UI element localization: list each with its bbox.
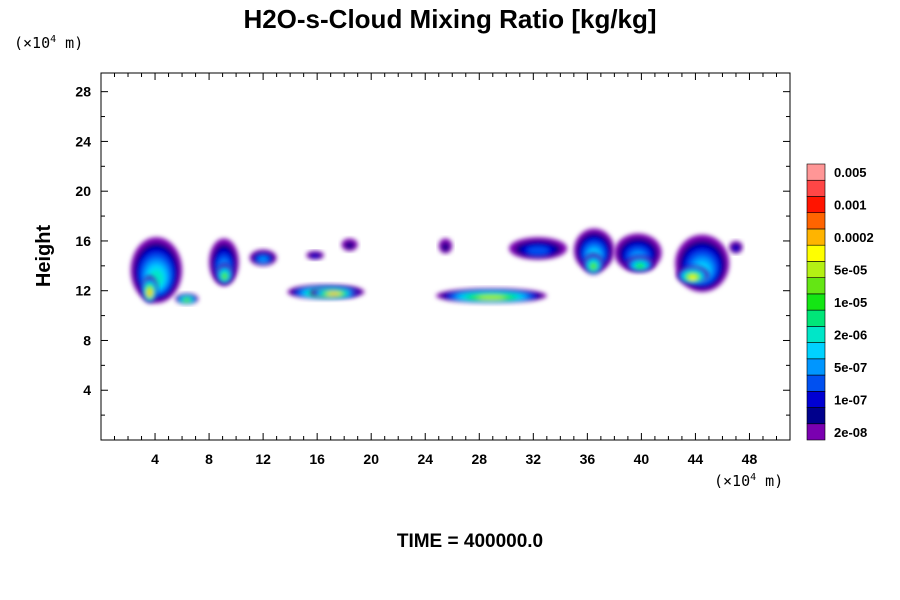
colorbar-label: 0.001 (834, 198, 867, 213)
cloud-patch (175, 293, 199, 305)
colorbar-swatch (806, 163, 826, 181)
y-tick-label: 12 (75, 283, 91, 299)
x-tick-label: 32 (526, 451, 542, 467)
cloud-patch (508, 237, 568, 260)
colorbar-swatch (806, 342, 826, 360)
y-axis-unit: (×104 m) (14, 34, 83, 52)
x-tick-label: 40 (634, 451, 650, 467)
colorbar-swatch (806, 244, 826, 262)
x-tick-label: 44 (688, 451, 704, 467)
x-tick-label: 8 (205, 451, 213, 467)
cloud-patch (583, 253, 604, 275)
cloud-patch (310, 286, 358, 299)
cloud-patch (729, 240, 743, 254)
x-unit-suffix: m) (756, 472, 784, 490)
colorbar-swatch (806, 358, 826, 376)
colorbar-swatch (806, 212, 826, 230)
x-tick-label: 20 (363, 451, 379, 467)
cloud-patch (625, 255, 655, 273)
colorbar-swatch (806, 228, 826, 246)
colorbar: 2e-08 1e-07 5e-07 2e-06 1e-05 5e-05 0.0002 0.00… (806, 163, 874, 441)
x-axis-unit: (×104 m) (714, 472, 783, 490)
cloud-patch (249, 249, 277, 266)
colorbar-label: 0.0002 (834, 230, 874, 245)
y-unit-suffix: m) (56, 34, 84, 52)
cloud-patch (341, 238, 358, 251)
x-tick-label: 24 (417, 451, 433, 467)
time-label: TIME = 400000.0 (396, 531, 544, 552)
cloud-field (130, 228, 743, 305)
x-tick-label: 12 (255, 451, 271, 467)
cloud-patch (436, 288, 547, 304)
y-tick-label: 16 (75, 233, 91, 249)
colorbar-swatch (806, 326, 826, 343)
chart-title: H2O-s-Cloud Mixing Ratio [kg/kg] (243, 4, 657, 34)
colorbar-label: 2e-08 (834, 425, 867, 440)
colorbar-swatch (806, 196, 826, 214)
colorbar-label: 5e-05 (834, 263, 867, 278)
colorbar-label: 5e-07 (834, 360, 867, 375)
colorbar-label: 1e-05 (834, 295, 867, 310)
cloud-patch (675, 234, 730, 292)
cloud-patch (306, 250, 324, 260)
y-tick-label: 20 (75, 183, 91, 199)
cloud-patch (141, 275, 158, 304)
y-unit-exponent: 4 (50, 34, 57, 45)
colorbar-swatch (806, 423, 826, 441)
y-tick-label: 4 (83, 382, 91, 398)
colorbar-swatch (806, 407, 826, 425)
colorbar-swatch (806, 309, 826, 327)
x-tick-label: 36 (580, 451, 596, 467)
colorbar-swatch (806, 374, 826, 392)
colorbar-label: 0.005 (834, 165, 867, 180)
x-tick-label: 28 (471, 451, 487, 467)
cloud-patch (215, 263, 234, 285)
x-tick-label: 4 (151, 451, 159, 467)
plot-frame (100, 72, 791, 441)
colorbar-label: 1e-07 (834, 392, 867, 407)
cloud-patch (676, 265, 709, 285)
y-tick-label: 24 (75, 133, 91, 149)
x-unit-exponent: 4 (750, 472, 757, 483)
cloud-patch (438, 238, 453, 254)
colorbar-swatch (806, 179, 826, 197)
colorbar-swatch (806, 261, 826, 278)
colorbar-swatch (806, 390, 826, 408)
x-tick-label: 48 (742, 451, 758, 467)
y-tick-label: 8 (83, 332, 91, 348)
colorbar-label: 2e-06 (834, 327, 867, 342)
y-axis-label: Height (33, 225, 55, 288)
colorbar-swatch (806, 277, 826, 295)
x-unit-prefix: (×10 (714, 472, 751, 490)
x-tick-label: 16 (309, 451, 325, 467)
colorbar-swatch (806, 293, 826, 311)
y-tick-label: 28 (75, 84, 91, 100)
y-unit-prefix: (×10 (14, 34, 51, 52)
